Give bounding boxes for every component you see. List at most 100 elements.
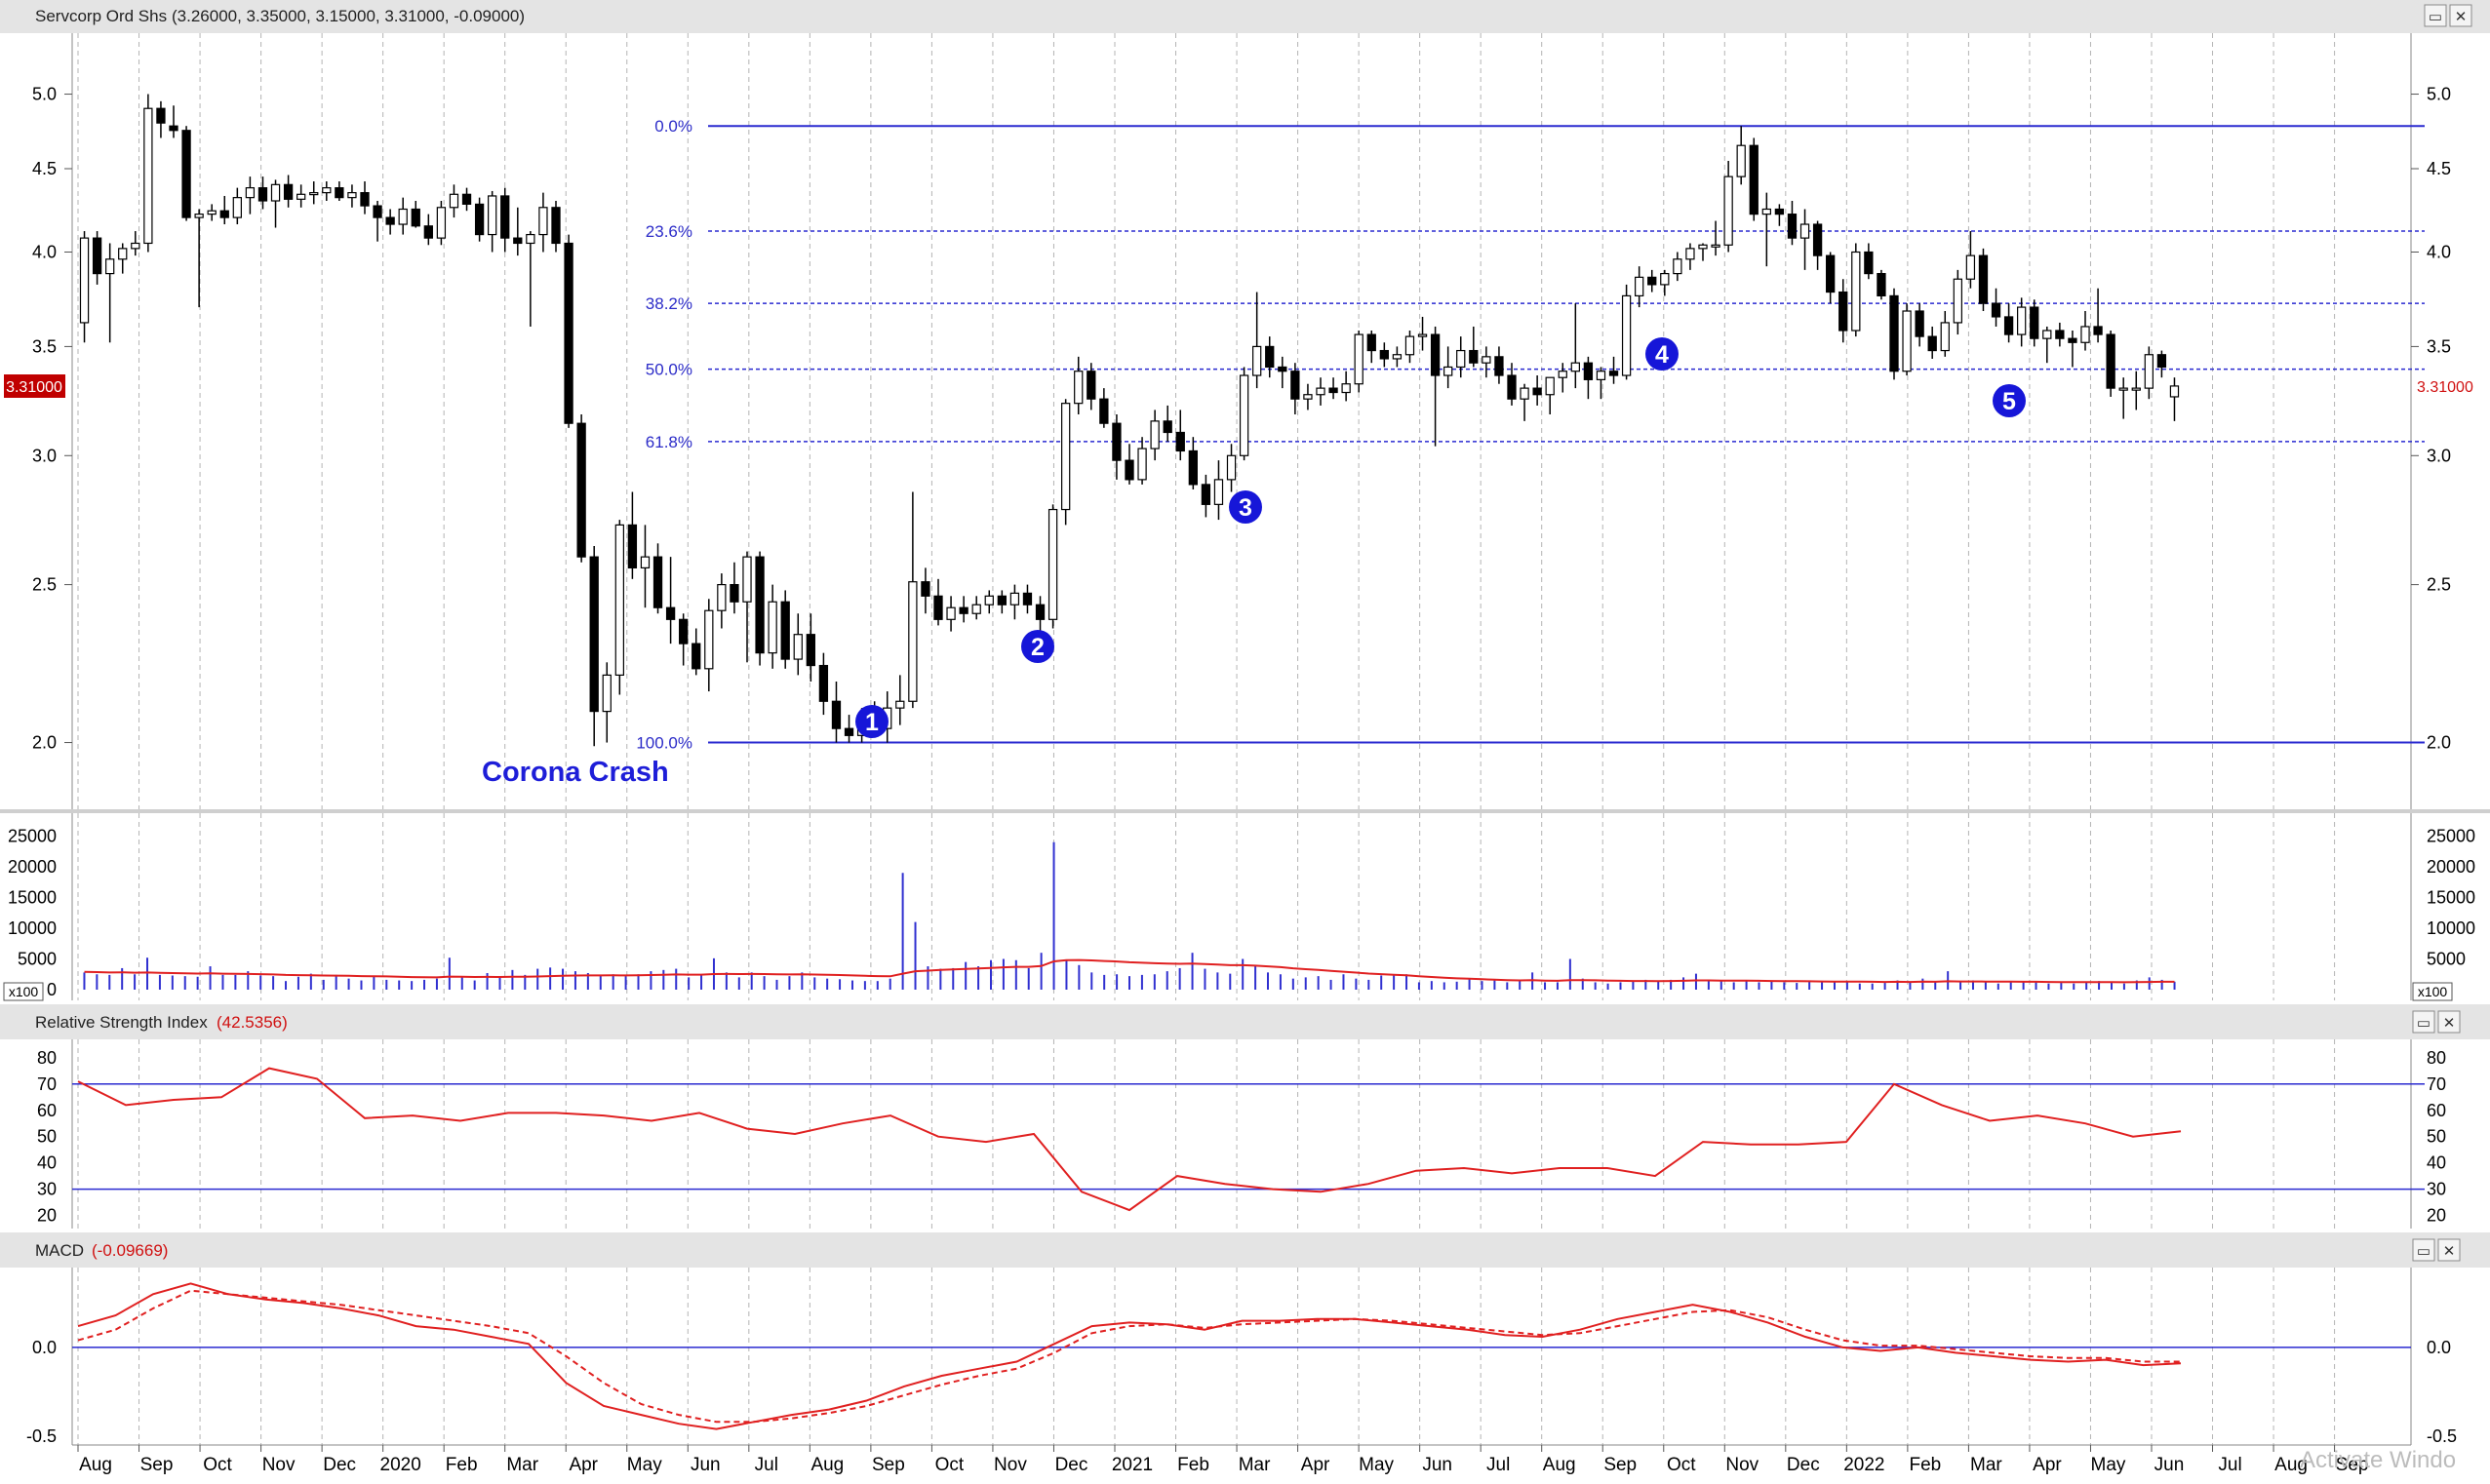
price-pane[interactable]: Servcorp Ord Shs (3.26000, 3.35000, 3.15… xyxy=(0,0,2490,809)
rsi-tick-label: 80 xyxy=(2427,1048,2446,1068)
candle xyxy=(1749,137,1759,221)
candle-body xyxy=(283,183,294,200)
rsi-pane[interactable]: Relative Strength Index (42.5356) ▭ ✕ 20… xyxy=(0,1004,2490,1229)
close-button[interactable]: ✕ xyxy=(2449,4,2472,27)
candle-body xyxy=(1647,276,1657,286)
marker-2-label: 2 xyxy=(1031,634,1045,661)
price-right-tick-labels: 2.0 2.5 3.0 3.5 4.0 4.5 5.0 xyxy=(2411,85,2451,753)
candle xyxy=(959,596,968,623)
candle xyxy=(1902,303,1912,376)
rsi-restore-button-box[interactable] xyxy=(2412,1010,2435,1034)
macd-close-button[interactable]: ✕ xyxy=(2437,1238,2461,1262)
candle-body xyxy=(335,187,344,199)
candle-body xyxy=(1953,278,1962,324)
macd-restore-button[interactable]: ▭ xyxy=(2412,1238,2435,1262)
restore-button[interactable]: ▭ xyxy=(2424,4,2447,27)
candle xyxy=(1723,160,1733,253)
rsi-tick-label: 40 xyxy=(2427,1153,2446,1173)
x-tick-label: Jul xyxy=(2218,1455,2241,1475)
macd-tick-label: 0.0 xyxy=(32,1338,57,1357)
candle-body xyxy=(398,208,408,225)
candle xyxy=(79,231,90,343)
candle xyxy=(933,578,943,626)
x-tick-label: Mar xyxy=(1239,1455,1271,1475)
candle xyxy=(1430,326,1441,447)
candle-body xyxy=(946,606,956,620)
price-tick-label: 2.5 xyxy=(32,575,57,595)
candle xyxy=(1379,342,1389,368)
candle xyxy=(1278,356,1287,389)
candle-body xyxy=(1188,449,1198,486)
candle-body xyxy=(1137,448,1147,481)
candle-body xyxy=(1494,356,1504,376)
candle-body xyxy=(474,203,485,236)
candle-body xyxy=(2093,326,2103,335)
candle xyxy=(1494,346,1504,384)
rsi-tick-label: 70 xyxy=(2427,1074,2446,1094)
candle-body xyxy=(488,195,497,236)
volume-pane[interactable]: 0 5000 10000 15000 20000 25000 0 5000 10000 1500… xyxy=(0,809,2490,1001)
macd-tick-label: 0.0 xyxy=(2427,1338,2451,1357)
x-tick-label: May xyxy=(2091,1455,2126,1475)
candle-body xyxy=(1660,272,1670,286)
candle xyxy=(1469,326,1479,368)
macd-pane[interactable]: MACD (-0.09669) ▭ ✕ -0.5 0.0 -0.5 0.0 xyxy=(0,1232,2490,1446)
candle xyxy=(1443,346,1453,389)
candle-body xyxy=(1507,374,1517,400)
macd-close-button-box[interactable] xyxy=(2437,1238,2461,1262)
candle xyxy=(768,584,777,669)
candle-body xyxy=(92,237,102,275)
marker-1: 1 xyxy=(855,705,889,738)
candle-body xyxy=(1252,345,1262,376)
rsi-pane-value: (42.5356) xyxy=(217,1013,288,1032)
rsi-tick-label: 60 xyxy=(37,1101,57,1120)
last-price-right-label: 3.31000 xyxy=(2417,379,2473,396)
candle xyxy=(1915,303,1924,347)
candle-body xyxy=(551,207,561,245)
candle-body xyxy=(768,601,777,654)
rsi-restore-button[interactable]: ▭ xyxy=(2412,1010,2435,1034)
fib-level-label: 38.2% xyxy=(646,294,692,313)
candle xyxy=(105,243,115,343)
candle-body xyxy=(1379,349,1389,360)
candle xyxy=(679,613,689,666)
candle-body xyxy=(1812,223,1823,256)
candle-body xyxy=(105,258,115,275)
restore-button-box[interactable] xyxy=(2424,4,2447,27)
candle xyxy=(551,201,561,253)
candle xyxy=(474,197,485,242)
rsi-reference-lines xyxy=(72,1083,2425,1191)
x-tick-label: Aug xyxy=(79,1455,112,1475)
volume-multiplier-right-label: x100 xyxy=(2418,984,2448,999)
candle-body xyxy=(2156,354,2167,369)
candle xyxy=(831,682,842,743)
candle-body xyxy=(717,584,727,611)
candle xyxy=(602,662,612,743)
candle xyxy=(1482,346,1491,378)
candle xyxy=(692,628,701,676)
candle xyxy=(257,176,268,210)
candle-body xyxy=(169,125,178,132)
candle xyxy=(1635,266,1644,308)
candle xyxy=(1685,243,1695,270)
x-tick-label: Oct xyxy=(935,1455,965,1475)
candle-body xyxy=(1430,333,1441,376)
candle xyxy=(1226,444,1237,492)
candle xyxy=(1889,288,1899,380)
rsi-close-button-box[interactable] xyxy=(2437,1010,2461,1034)
candle-body xyxy=(423,225,433,239)
candle-body xyxy=(997,595,1007,605)
candle xyxy=(1570,303,1580,389)
rsi-close-button[interactable]: ✕ xyxy=(2437,1010,2461,1034)
candle-body xyxy=(679,618,689,644)
marker-2-circle xyxy=(1021,630,1054,663)
candle-body xyxy=(780,601,790,660)
candle-body xyxy=(156,107,166,124)
candle xyxy=(1927,326,1937,359)
close-button-box[interactable] xyxy=(2449,4,2472,27)
candle xyxy=(2068,331,2077,368)
candle xyxy=(1456,336,1466,378)
candle xyxy=(2144,346,2154,400)
candle xyxy=(1175,410,1185,461)
macd-restore-button-box[interactable] xyxy=(2412,1238,2435,1262)
